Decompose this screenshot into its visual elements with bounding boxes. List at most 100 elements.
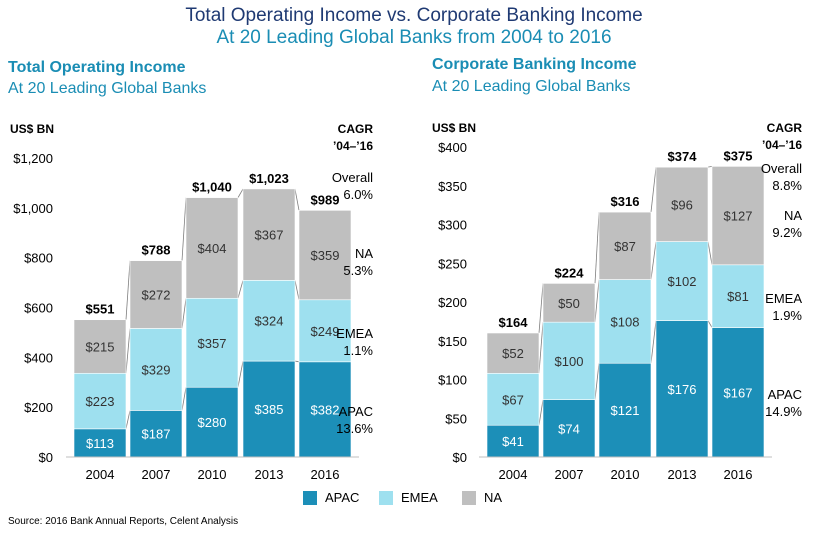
legend-swatch-apac [303,490,317,505]
right-ytick-label: $350 [438,179,467,194]
left-bar-na [185,197,239,299]
right-data-label-apac: $176 [668,382,697,397]
left-cagr-value: 1.1% [343,343,373,358]
left-bar-apac [129,410,183,458]
right-data-label-na: $52 [502,346,524,361]
right-chart-subtitle: At 20 Leading Global Banks [432,78,631,95]
left-connector-line [181,298,187,329]
right-connector-line [538,283,544,334]
left-connector-line [237,280,244,299]
left-connector-line [181,197,187,261]
left-total-label: $1,040 [192,180,232,195]
page-title: Total Operating Income vs. Corporate Ban… [185,5,643,26]
left-cagr-value: 5.3% [343,263,373,278]
left-category-label: 2013 [255,467,284,482]
left-bar-emea [242,280,296,362]
left-category-label: 2007 [142,467,171,482]
left-cagr-name: NA [355,246,373,261]
left-chart-subtitle: At 20 Leading Global Banks [8,80,207,97]
right-bar-apac [598,362,652,458]
right-data-label-na: $96 [671,197,693,212]
right-connector-line [594,363,600,400]
left-chart-title: Total Operating Income [8,59,186,76]
right-cagr-name: EMEA [765,291,802,306]
left-bar-emea [185,297,239,388]
right-data-label-emea: $100 [555,354,584,369]
left-data-label-apac: $187 [142,427,171,442]
total-operating-income-chart: US$ BN $0 $200 $400 $600 $800 $1,000 $1,200 $113… [10,122,374,482]
legend-label-apac: APAC [325,490,360,505]
left-connector-line [294,280,300,300]
page-subtitle: At 20 Leading Global Banks from 2004 to … [216,27,612,48]
right-ytick-label: $250 [438,256,467,271]
left-connector-line [181,387,187,411]
left-cagr-period: ’04–’16 [333,139,373,153]
right-connector-line [538,322,544,374]
right-bar-na [486,332,540,374]
left-bar-apac [73,428,127,458]
source-note: Source: 2016 Bank Annual Reports, Celent… [8,516,239,527]
right-cagr-name: APAC [768,387,802,402]
right-category-label: 2004 [499,467,528,482]
left-bar-na [298,210,352,301]
left-connector-line [125,260,131,320]
left-bar-apac [185,386,239,458]
left-data-label-emea: $329 [142,362,171,377]
right-cagr-value: 8.8% [772,178,802,193]
left-ytick-label: $800 [24,251,53,266]
left-bar-na [242,188,296,281]
left-ytick-label: $1,000 [13,201,53,216]
right-bar-emea [486,372,540,426]
legend: APAC EMEA NA [0,490,828,510]
right-chart-title: Corporate Banking Income [432,56,637,73]
right-total-label: $316 [611,194,640,209]
left-data-label-emea: $223 [86,394,115,409]
right-bar-apac [711,327,765,458]
left-ytick-label: $400 [24,350,53,365]
left-connector-line [294,360,300,363]
right-ytick-label: $0 [453,450,467,465]
right-cagr-value: 14.9% [765,404,802,419]
right-category-label: 2010 [611,467,640,482]
right-data-label-emea: $81 [727,289,749,304]
right-data-label-na: $50 [558,296,580,311]
legend-swatch-emea [379,490,393,505]
right-data-label-emea: $108 [611,314,640,329]
legend-label-emea: EMEA [401,490,438,505]
left-category-label: 2016 [311,467,340,482]
left-ylabel: US$ BN [10,122,54,136]
left-data-label-apac: $113 [86,436,114,451]
left-data-label-apac: $382 [311,402,340,417]
left-category-label: 2004 [86,467,115,482]
right-data-label-emea: $67 [502,392,524,407]
legend-item-emea: EMEA [379,490,438,505]
right-category-label: 2013 [668,467,697,482]
legend-swatch-na [462,490,476,505]
right-connector-line [707,165,713,168]
right-connector-line [707,320,713,328]
right-ytick-label: $400 [438,140,467,155]
left-cagr-value: 6.0% [343,187,373,202]
left-connector-line [237,188,244,198]
right-total-label: $224 [555,265,585,280]
left-bar-na [129,260,183,329]
left-bar-emea [129,328,183,411]
left-bar-na [73,319,127,374]
right-connector-line [650,241,657,280]
right-category-label: 2016 [724,467,753,482]
right-connector-line [538,399,544,426]
right-bar-na [598,211,652,280]
right-bar-na [655,166,709,242]
right-cagr-name: Overall [761,161,802,176]
right-connector-line [707,241,713,265]
left-connector-line [237,360,244,388]
right-bar-emea [711,264,765,328]
right-ytick-label: $100 [438,373,467,388]
right-data-label-apac: $41 [502,434,524,449]
left-total-label: $551 [86,302,115,317]
left-cagr-title: CAGR [338,122,374,136]
right-total-label: $374 [668,149,698,164]
left-bar-emea [298,299,352,363]
right-ytick-label: $150 [438,334,467,349]
right-cagr-period: ’04–’16 [762,138,802,152]
